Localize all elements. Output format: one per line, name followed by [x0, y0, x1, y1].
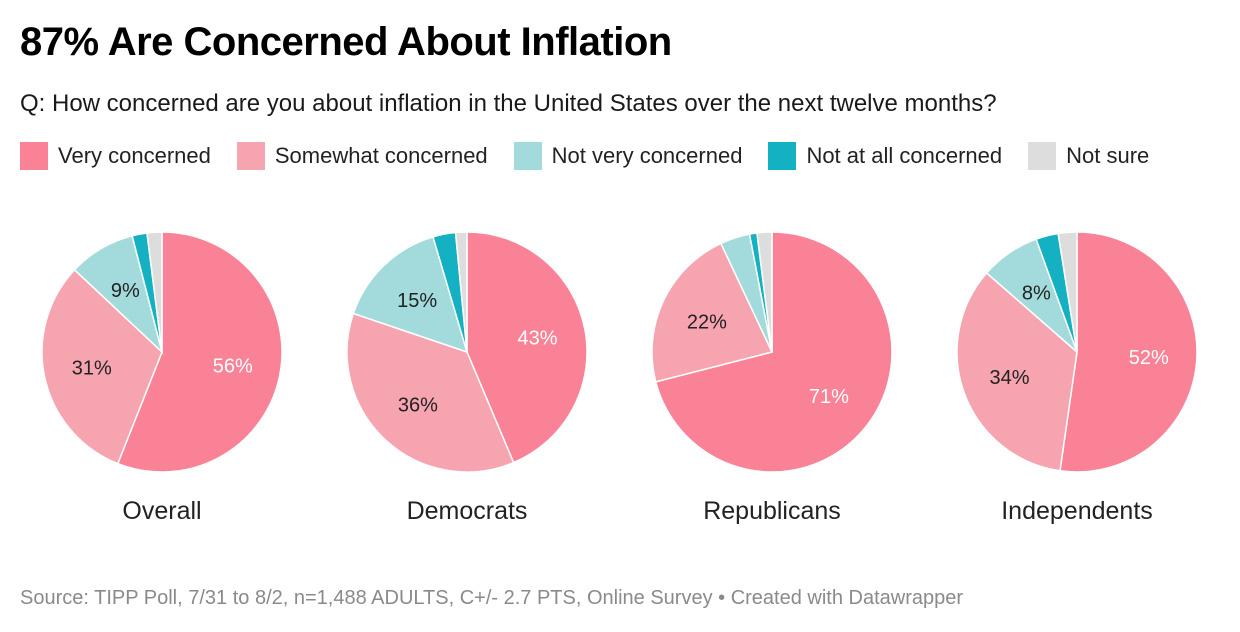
legend-item: Not sure — [1028, 142, 1149, 170]
legend-label: Very concerned — [58, 143, 211, 168]
pie-title: Republicans — [703, 497, 841, 525]
legend: Very concerned Somewhat concerned Not ve… — [20, 142, 1175, 170]
source-footer: Source: TIPP Poll, 7/31 to 8/2, n=1,488 … — [20, 587, 964, 609]
pie-slice — [116, 231, 283, 473]
legend-item: Very concerned — [20, 142, 211, 170]
legend-item: Not at all concerned — [768, 142, 1002, 170]
slice-label: 8% — [1022, 283, 1051, 305]
slice-label: 22% — [687, 311, 727, 333]
legend-label: Somewhat concerned — [274, 143, 488, 168]
pie-slice — [352, 235, 469, 354]
pie-republicans: 71% 22% Republicans — [651, 231, 893, 525]
pie-slice — [41, 268, 163, 465]
legend-label: Not sure — [1066, 143, 1150, 168]
slice-label: 52% — [1129, 347, 1169, 369]
pie-slice — [654, 231, 893, 473]
legend-swatch — [768, 142, 797, 170]
pie-title: Independents — [1001, 497, 1153, 525]
legend-swatch — [236, 142, 265, 170]
legend-label: Not at all concerned — [806, 143, 1003, 168]
slice-label: 56% — [213, 355, 253, 377]
legend-swatch — [1028, 142, 1057, 170]
pie-slice — [756, 231, 773, 353]
slice-label: 31% — [72, 358, 112, 380]
chart-title: 87% Are Concerned About Inflation — [20, 20, 672, 64]
slice-label: 9% — [111, 280, 140, 302]
pie-slice — [1057, 231, 1078, 353]
pie-title: Democrats — [407, 497, 528, 525]
slice-label: 34% — [989, 367, 1029, 389]
pie-overall: 56% 31% 9% Overall — [41, 231, 283, 525]
pie-title: Overall — [122, 497, 201, 525]
pie-slice — [956, 271, 1078, 472]
legend-item: Somewhat concerned — [236, 142, 488, 170]
legend-swatch — [20, 142, 48, 170]
pie-slice — [454, 231, 468, 353]
pie-independents: 52% 34% 8% Independents — [956, 231, 1198, 525]
slice-label: 36% — [398, 395, 438, 417]
slice-label: 43% — [518, 328, 558, 350]
legend-label: Not very concerned — [551, 143, 743, 168]
pie-democrats: 43% 36% 15% Democrats — [346, 231, 588, 525]
pie-slice — [651, 242, 774, 383]
slice-label: 71% — [809, 386, 849, 408]
pie-slice — [146, 231, 163, 353]
pie-slice — [1059, 231, 1198, 473]
pie-charts: 56% 31% 9% Overall 43% 36% 15% Democrats 71% 22% R… — [41, 231, 1198, 525]
legend-swatch — [513, 142, 542, 170]
pie-slice — [466, 231, 588, 464]
pie-slice — [346, 312, 515, 473]
legend-item: Not very concerned — [513, 142, 743, 170]
chart-subtitle: Q: How concerned are you about inflation… — [20, 90, 997, 117]
slice-label: 15% — [397, 290, 437, 312]
